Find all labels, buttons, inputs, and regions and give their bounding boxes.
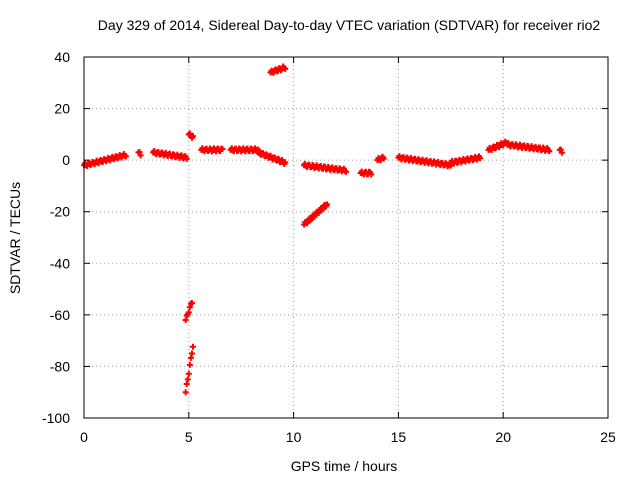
data-point — [282, 65, 289, 72]
data-point — [122, 153, 129, 160]
y-tick-label: 0 — [62, 152, 70, 168]
data-point — [189, 133, 196, 140]
x-tick-label: 5 — [185, 429, 193, 445]
x-tick-label: 25 — [600, 429, 616, 445]
y-tick-label: -40 — [50, 255, 70, 271]
data-point — [558, 149, 565, 156]
data-point — [282, 159, 289, 166]
y-tick-label: 20 — [54, 101, 70, 117]
plot-frame — [83, 56, 609, 419]
y-tick-label: -80 — [50, 358, 70, 374]
x-tick-label: 15 — [391, 429, 407, 445]
data-point — [186, 361, 193, 368]
data-point — [183, 381, 190, 388]
data-point — [546, 148, 553, 155]
y-tick-label: -60 — [50, 307, 70, 323]
data-point — [184, 376, 191, 383]
data-point — [185, 370, 192, 377]
grid-lines — [84, 57, 608, 418]
data-point — [219, 146, 226, 153]
y-tick-label: 40 — [54, 49, 70, 65]
data-point — [136, 149, 143, 156]
data-point — [324, 201, 331, 208]
data-point — [319, 205, 326, 212]
data-point — [186, 304, 193, 311]
data-point — [477, 155, 484, 162]
x-tick-label: 20 — [495, 429, 511, 445]
x-tick-label: 10 — [286, 429, 302, 445]
data-point — [188, 300, 195, 307]
x-tick-label: 0 — [80, 429, 88, 445]
data-point — [182, 389, 189, 396]
data-points — [81, 63, 565, 396]
data-point — [189, 343, 196, 350]
data-point — [185, 309, 192, 316]
y-tick-label: -20 — [50, 204, 70, 220]
data-point — [557, 146, 564, 153]
data-point — [368, 171, 375, 178]
chart-title: Day 329 of 2014, Sidereal Day-to-day VTE… — [98, 17, 601, 33]
data-point — [188, 350, 195, 357]
data-point — [308, 216, 315, 222]
data-point — [182, 317, 189, 324]
data-point — [380, 155, 387, 162]
y-axis-label: SDTVAR / TECUs — [7, 182, 23, 294]
y-tick-label: -100 — [42, 410, 70, 426]
data-point — [137, 152, 144, 159]
data-point — [187, 354, 194, 361]
data-point — [343, 168, 349, 175]
data-point — [304, 220, 311, 227]
data-point — [183, 155, 190, 162]
x-axis-label: GPS time / hours — [291, 458, 398, 474]
